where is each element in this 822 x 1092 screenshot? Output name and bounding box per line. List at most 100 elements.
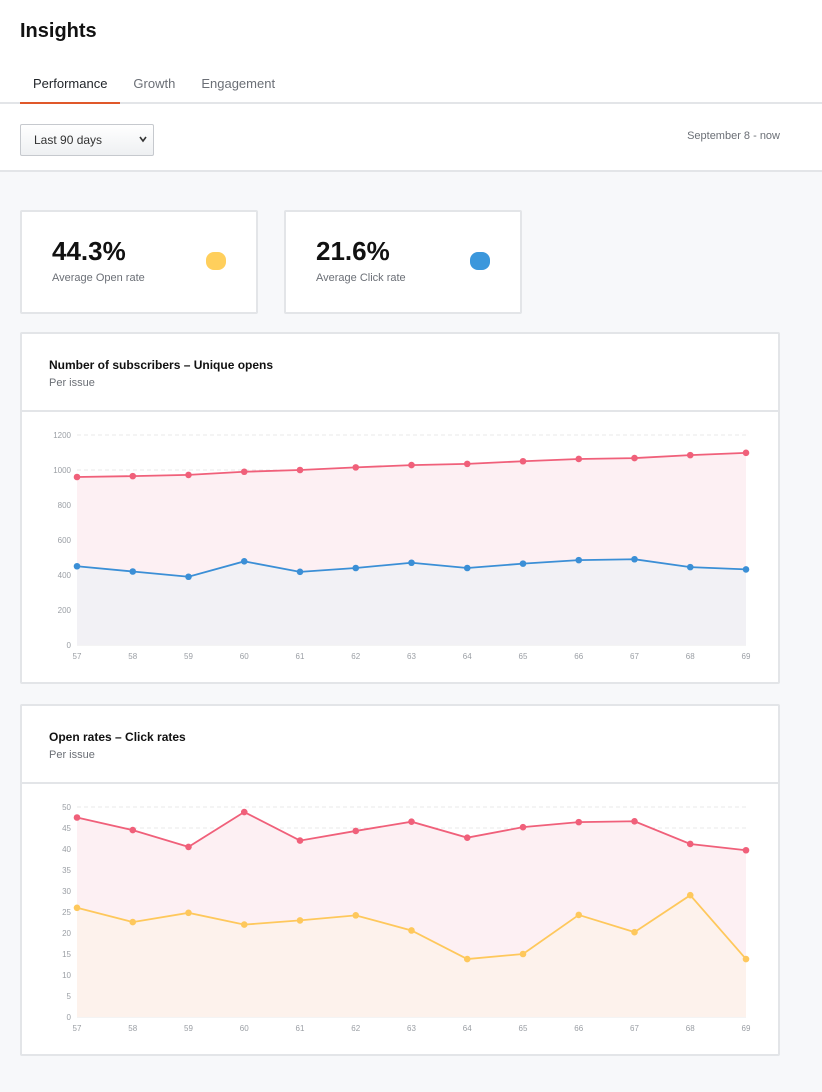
y-tick-label: 5 xyxy=(67,992,72,1001)
x-tick-label: 62 xyxy=(351,652,360,661)
tab-engagement[interactable]: Engagement xyxy=(201,76,276,91)
x-tick-label: 69 xyxy=(742,1024,751,1033)
x-tick-label: 58 xyxy=(128,1024,137,1033)
data-point xyxy=(352,564,360,572)
header: Insights Performance Growth Engagement xyxy=(0,0,822,104)
x-tick-label: 65 xyxy=(519,1024,528,1033)
x-tick-label: 59 xyxy=(184,652,193,661)
x-tick-label: 66 xyxy=(574,1024,583,1033)
x-tick-label: 64 xyxy=(463,652,472,661)
data-point xyxy=(129,472,137,480)
x-tick-label: 58 xyxy=(128,652,137,661)
rates-chart: 0 5 10 15 20 25 30 35 40 45 50 57 58 59 60 61 62 63 64 65 66… xyxy=(62,803,751,1033)
y-tick-label: 40 xyxy=(62,845,71,854)
subscribers-chart-card: Number of subscribers – Unique opens Per… xyxy=(20,332,780,684)
data-point xyxy=(73,814,81,821)
tab-growth[interactable]: Growth xyxy=(133,76,176,91)
kpi-value: 21.6% xyxy=(316,236,390,266)
chart-title: Number of subscribers – Unique opens xyxy=(49,358,274,372)
open-rate-color-dot xyxy=(206,252,226,270)
x-tick-label: 63 xyxy=(407,652,416,661)
y-tick-label: 800 xyxy=(58,501,72,510)
data-point xyxy=(185,471,192,479)
data-point xyxy=(519,457,527,465)
data-point xyxy=(240,808,248,816)
x-tick-label: 60 xyxy=(240,1024,249,1033)
y-tick-label: 600 xyxy=(58,536,72,545)
card-header: Open rates – Click rates Per issue xyxy=(22,706,778,784)
y-tick-label: 0 xyxy=(67,1013,72,1022)
y-tick-label: 15 xyxy=(62,950,71,959)
data-point xyxy=(463,564,471,572)
y-tick-label: 400 xyxy=(58,571,72,580)
data-point xyxy=(408,818,415,825)
data-point xyxy=(575,911,583,919)
data-point xyxy=(575,556,583,564)
x-tick-label: 65 xyxy=(519,652,528,661)
y-tick-label: 0 xyxy=(67,641,72,650)
data-point xyxy=(352,912,360,919)
y-tick-label: 10 xyxy=(62,971,71,980)
x-tick-label: 66 xyxy=(574,652,583,661)
data-point xyxy=(631,817,638,825)
kpi-label: Average Click rate xyxy=(316,272,406,284)
chart-subtitle: Per issue xyxy=(49,749,95,761)
x-tick-label: 57 xyxy=(73,1024,82,1033)
data-point xyxy=(296,917,304,924)
tab-bar: Performance Growth Engagement xyxy=(20,64,288,104)
data-point xyxy=(575,455,583,463)
date-range: September 8 - now xyxy=(687,130,780,142)
data-point xyxy=(519,823,527,831)
x-tick-label: 61 xyxy=(296,1024,305,1033)
x-tick-label: 60 xyxy=(240,652,249,661)
data-point xyxy=(73,473,81,481)
y-tick-label: 25 xyxy=(62,908,71,917)
chevron-down-icon xyxy=(138,125,148,168)
x-tick-label: 67 xyxy=(630,1024,639,1033)
data-point xyxy=(296,568,304,576)
period-select-value: Last 90 days xyxy=(34,133,103,147)
data-point xyxy=(185,573,192,581)
data-point xyxy=(575,818,583,826)
data-point xyxy=(686,891,694,899)
data-point xyxy=(631,454,638,462)
x-tick-label: 61 xyxy=(296,652,305,661)
y-tick-label: 30 xyxy=(62,887,71,896)
data-point xyxy=(240,468,248,476)
x-tick-label: 63 xyxy=(407,1024,416,1033)
data-point xyxy=(463,834,471,841)
data-point xyxy=(742,955,750,963)
data-point xyxy=(73,562,81,570)
series-area xyxy=(77,559,746,645)
subscribers-chart: 0 200 400 600 800 1000 1200 57 58 59 60 61 62 63 64 65 6… xyxy=(53,431,751,661)
data-point xyxy=(296,837,304,844)
x-tick-label: 62 xyxy=(351,1024,360,1033)
data-point xyxy=(240,558,248,565)
y-tick-label: 50 xyxy=(62,803,71,812)
page-title: Insights xyxy=(20,20,97,42)
y-tick-label: 20 xyxy=(62,929,71,938)
kpi-value: 44.3% xyxy=(52,236,126,266)
y-tick-label: 35 xyxy=(62,866,71,875)
chart-subtitle: Per issue xyxy=(49,377,95,389)
click-rate-color-dot xyxy=(470,252,490,270)
data-point xyxy=(240,921,248,928)
data-point xyxy=(631,555,638,563)
x-tick-label: 67 xyxy=(630,652,639,661)
x-tick-label: 57 xyxy=(73,652,82,661)
data-point xyxy=(742,566,750,573)
rates-chart-card: Open rates – Click rates Per issue 0 5 10 1… xyxy=(20,704,780,1056)
data-point xyxy=(408,927,415,934)
y-tick-label: 45 xyxy=(62,824,71,833)
x-tick-label: 68 xyxy=(686,652,695,661)
data-point xyxy=(352,464,360,471)
y-tick-label: 1000 xyxy=(53,466,71,475)
tab-performance[interactable]: Performance xyxy=(20,64,121,104)
period-select[interactable]: Last 90 days xyxy=(20,124,154,156)
x-tick-label: 59 xyxy=(184,1024,193,1033)
data-point xyxy=(129,568,137,575)
data-point xyxy=(73,904,81,912)
card-header: Number of subscribers – Unique opens Per… xyxy=(22,334,778,412)
data-point xyxy=(463,955,471,963)
y-tick-label: 200 xyxy=(58,606,72,615)
